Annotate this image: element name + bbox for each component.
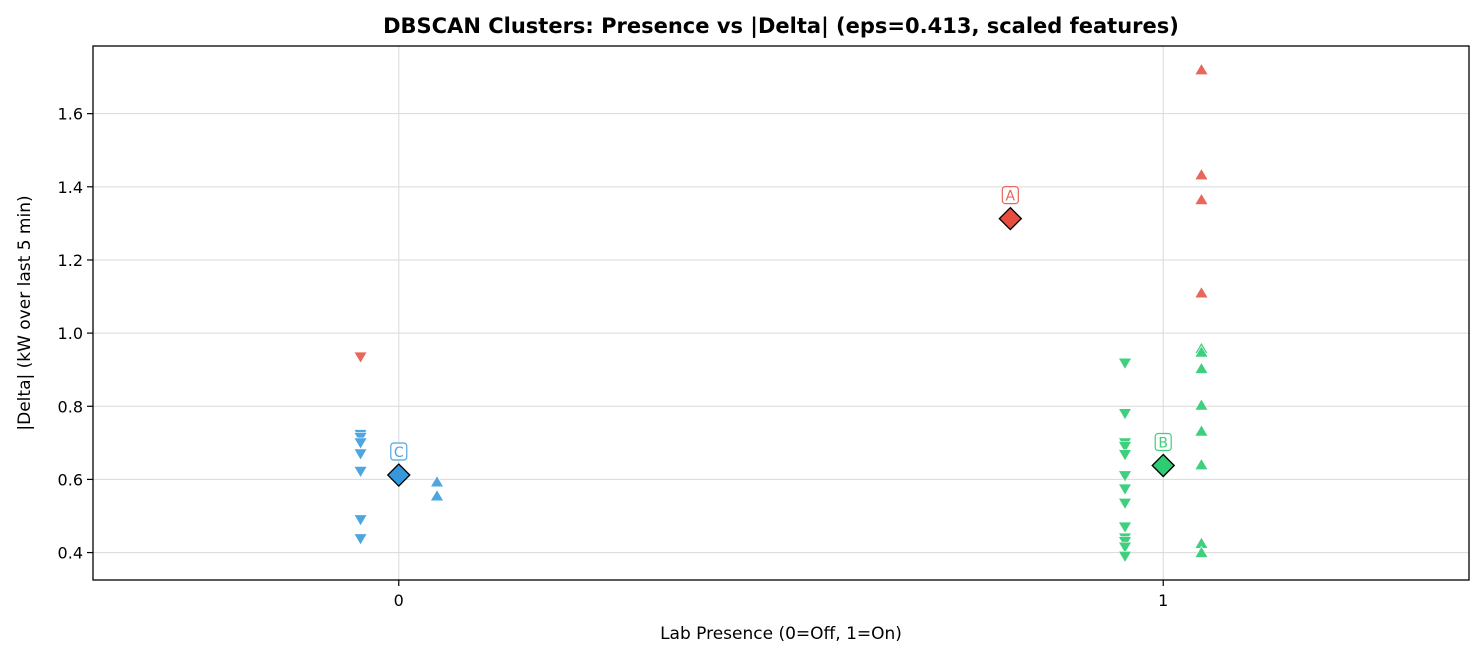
centroid-label-box-c: [390, 442, 408, 461]
centroid-marker-c: [386, 463, 411, 487]
data-point-triangle-up-cluster-c: [429, 475, 445, 488]
data-point-triangle-down-cluster-c: [353, 466, 368, 479]
plot-frame: [92, 45, 1470, 581]
data-point-triangle-up-cluster-a: [1194, 167, 1209, 180]
data-point-triangle-up-cluster-a: [1194, 286, 1209, 299]
data-point-triangle-up-cluster-b: [1194, 458, 1209, 470]
data-point-triangle-up-cluster-b: [1194, 345, 1209, 358]
data-point-triangle-down-cluster-c: [353, 533, 368, 546]
grid-lines: [93, 46, 1469, 580]
data-point-triangle-down-cluster-c: [353, 448, 368, 461]
y-tick-label: 0.6: [58, 470, 83, 489]
data-point-triangle-up-cluster-b: [1194, 361, 1209, 374]
data-point-triangle-up-cluster-b: [1194, 545, 1209, 558]
centroid-label-c: C: [394, 445, 404, 461]
data-point-triangle-down-cluster-b: [1117, 357, 1133, 370]
data-point-triangle-down-cluster-b: [1117, 551, 1133, 563]
y-tick-label: 1.2: [58, 251, 83, 270]
centroid-label-box-a: [1001, 186, 1019, 205]
y-tick-label: 1.0: [58, 324, 83, 343]
data-points: [353, 63, 1209, 563]
data-point-triangle-up-cluster-c: [429, 489, 445, 502]
y-tick-label: 1.6: [58, 105, 83, 124]
data-point-triangle-down-cluster-b: [1117, 541, 1133, 554]
cluster-centroids: A B C: [386, 186, 1176, 487]
centroid-label-box-b: [1154, 432, 1172, 452]
data-point-triangle-up-cluster-a: [1194, 63, 1209, 75]
y-tick-label: 1.4: [58, 178, 83, 197]
centroid-marker-a: [998, 206, 1023, 231]
data-point-triangle-down-cluster-b: [1117, 483, 1133, 496]
data-point-triangle-down-cluster-c: [353, 437, 368, 450]
data-point-triangle-down-cluster-b: [1117, 449, 1133, 462]
chart-title: DBSCAN Clusters: Presence vs |Delta| (ep…: [383, 14, 1179, 39]
axis-ticks: 0 1 0.4 0.6 0.8 1.0 1.2 1.4 1.6: [58, 105, 1169, 610]
data-point-triangle-up-cluster-b: [1194, 424, 1209, 437]
data-point-triangle-up-cluster-b: [1194, 398, 1209, 411]
data-point-triangle-down-cluster-b: [1117, 470, 1133, 483]
data-point-triangle-down-cluster-b: [1117, 521, 1133, 534]
data-point-triangle-down-cluster-b: [1117, 408, 1133, 421]
y-axis-label: |Delta| (kW over last 5 min): [15, 195, 35, 430]
data-point-triangle-down-cluster-c: [353, 514, 368, 527]
x-tick-label: 0: [394, 591, 404, 610]
x-tick-label: 1: [1158, 591, 1168, 610]
x-axis-label: Lab Presence (0=Off, 1=On): [660, 624, 902, 644]
data-point-triangle-down-cluster-b: [1117, 498, 1133, 510]
centroid-marker-b: [1151, 453, 1176, 478]
data-point-triangle-down-cluster-b: [1117, 441, 1133, 454]
y-tick-label: 0.8: [58, 397, 83, 416]
data-point-triangle-up-cluster-a: [1194, 192, 1209, 205]
centroid-label-a: A: [1006, 189, 1016, 205]
data-point-triangle-down-cluster-a: [353, 351, 368, 364]
centroid-label-b: B: [1158, 436, 1168, 452]
y-tick-label: 0.4: [58, 544, 83, 563]
